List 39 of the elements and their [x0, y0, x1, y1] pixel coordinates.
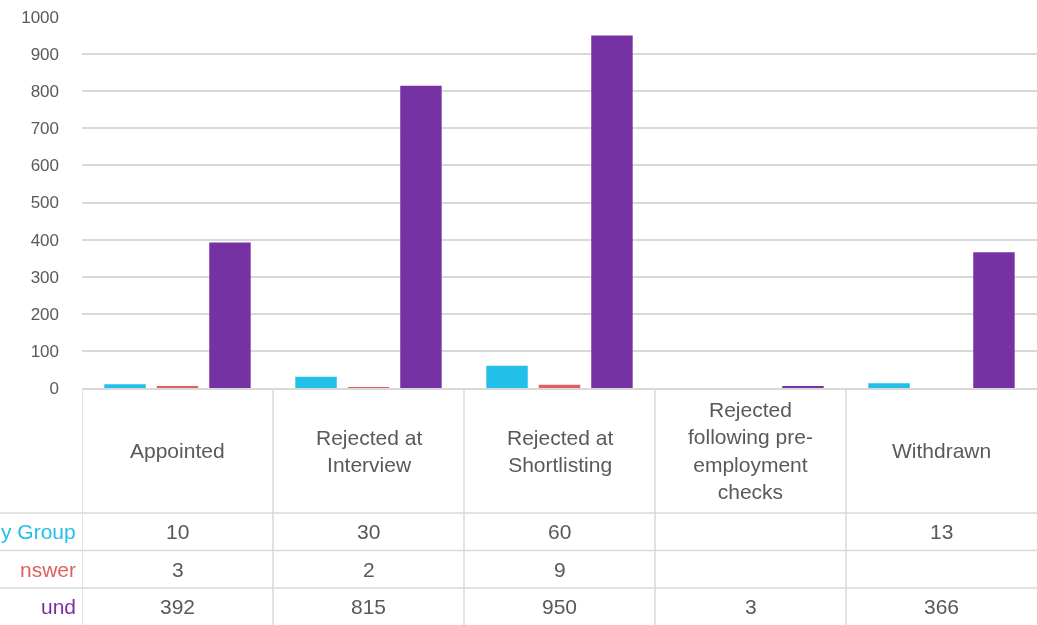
- x-tick-label: Withdrawn: [892, 439, 992, 462]
- data-label: 2: [363, 558, 375, 581]
- bar: [486, 365, 528, 388]
- x-tick-label: Rejected at Shortlisting: [507, 426, 614, 477]
- data-label: 3: [172, 558, 184, 581]
- data-label: 30: [357, 520, 381, 543]
- data-label: 10: [166, 520, 190, 543]
- bar: [209, 242, 251, 388]
- y-tick-label: 0: [49, 378, 59, 398]
- x-tick-label: Rejected following pre-employment checks: [688, 398, 813, 503]
- data-label: 392: [160, 595, 196, 618]
- bar: [104, 384, 146, 388]
- x-tick-label: Appointed: [130, 439, 225, 462]
- y-tick-label: 700: [30, 119, 59, 139]
- text: y Group: [1, 520, 76, 543]
- y-tick-label: 800: [30, 82, 59, 102]
- data-label: 950: [542, 595, 578, 618]
- data-label: 366: [924, 595, 960, 618]
- x-tick-label: Rejected at Interview: [316, 426, 423, 477]
- bar: [973, 252, 1015, 388]
- text: und: [41, 595, 77, 618]
- y-tick-label: 900: [30, 45, 59, 65]
- y-tick-label: 200: [30, 304, 59, 324]
- bar: [400, 85, 442, 388]
- bar: [591, 35, 633, 388]
- y-tick-label: 500: [30, 193, 59, 213]
- data-label: 13: [930, 520, 954, 543]
- data-label: 3: [745, 595, 757, 618]
- data-label: 9: [554, 558, 566, 581]
- bar: [295, 376, 337, 388]
- text: nswer: [20, 558, 77, 581]
- y-tick-label: 300: [30, 267, 59, 287]
- bar: [868, 383, 910, 388]
- y-tick-label: 600: [30, 156, 59, 176]
- y-tick-label: 400: [30, 230, 59, 250]
- y-tick-label: 1000: [21, 7, 59, 27]
- y-tick-label: 100: [30, 341, 59, 361]
- data-label: 60: [548, 520, 572, 543]
- data-label: 815: [351, 595, 387, 618]
